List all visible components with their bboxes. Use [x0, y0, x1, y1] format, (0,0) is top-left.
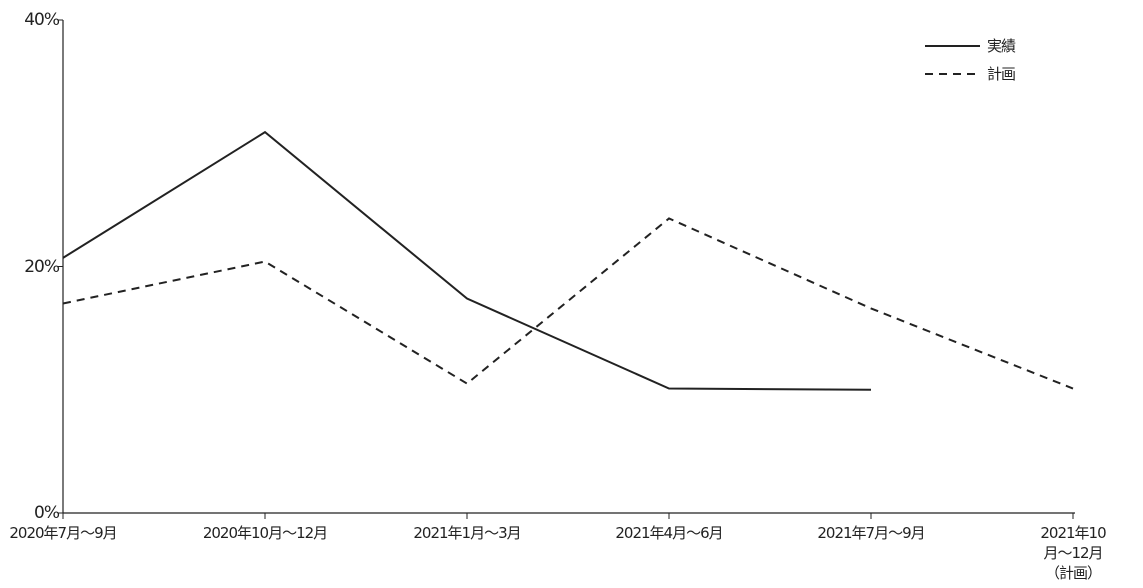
legend-label: 実績: [987, 37, 1016, 55]
y-tick-label: 20%: [24, 256, 60, 277]
y-tick-label: 40%: [24, 10, 60, 30]
x-tick-label: 2021年7月～9月: [817, 524, 925, 542]
legend-label: 計画: [987, 65, 1016, 83]
series-line: [62, 130, 872, 391]
x-tick-label: 2021年4月～6月: [615, 524, 723, 542]
series-line: [62, 217, 1074, 390]
x-tick-label: 2021年1月～3月: [413, 524, 521, 542]
x-tick-label: 2021年10月～12月 （計画）: [1040, 524, 1106, 582]
y-tick-label: 0%: [34, 503, 60, 523]
x-tick-label: 2020年10月～12月: [202, 524, 328, 542]
x-tick-label: 2020年7月～9月: [9, 524, 117, 542]
